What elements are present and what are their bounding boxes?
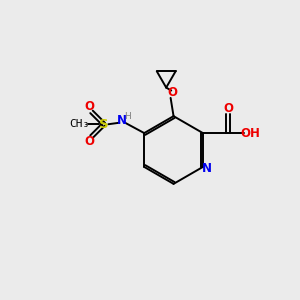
Text: OH: OH xyxy=(241,127,260,140)
Text: S: S xyxy=(99,118,109,131)
Text: CH₃: CH₃ xyxy=(69,119,90,129)
Text: H: H xyxy=(124,112,131,121)
Text: O: O xyxy=(84,135,94,148)
Text: O: O xyxy=(223,102,233,115)
Text: O: O xyxy=(84,100,94,113)
Text: O: O xyxy=(167,86,177,99)
Text: N: N xyxy=(117,115,127,128)
Text: N: N xyxy=(201,162,212,175)
